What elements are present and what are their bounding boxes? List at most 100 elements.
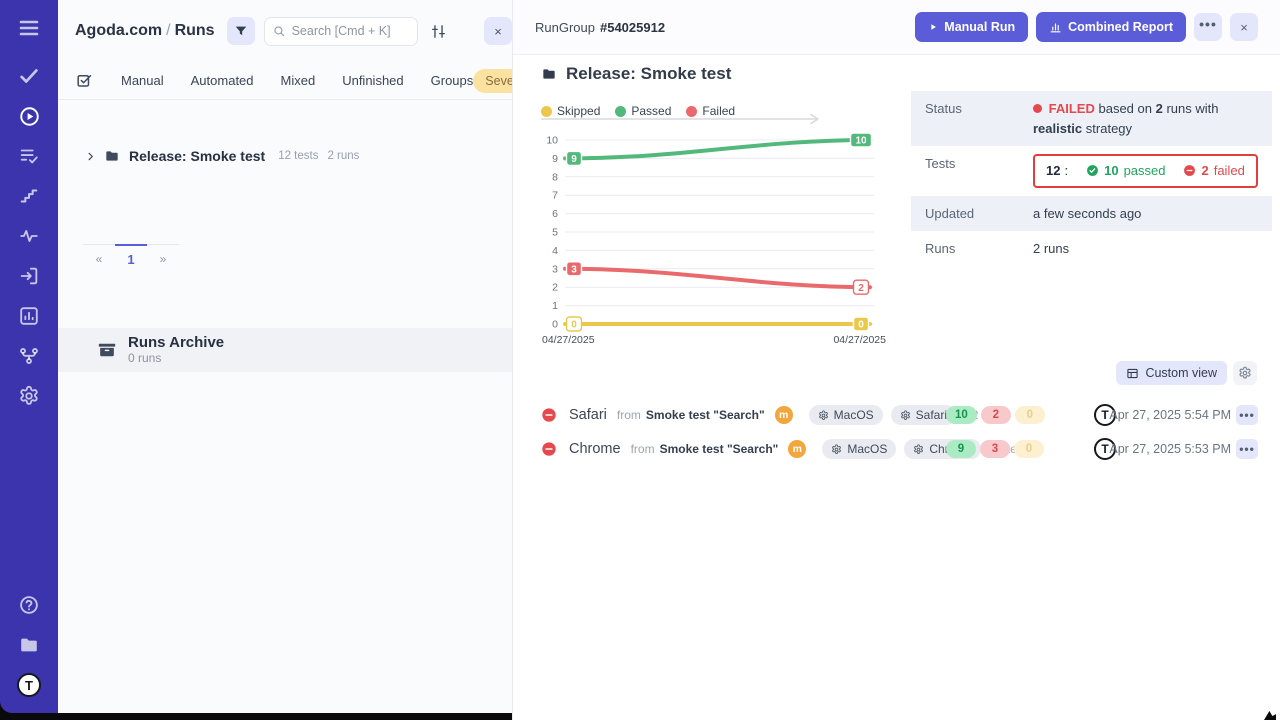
breadcrumb-project[interactable]: Agoda.com bbox=[75, 22, 163, 39]
legend-item-skipped[interactable]: Skipped bbox=[541, 104, 600, 118]
y-axis-tick: 1 bbox=[552, 300, 558, 312]
svg-text:3: 3 bbox=[571, 264, 577, 275]
archive-title: Runs Archive bbox=[128, 333, 225, 351]
point-value-label bbox=[852, 279, 870, 295]
check-circle-icon bbox=[1087, 165, 1099, 177]
run-env-pills: MacOS Safari bbox=[808, 405, 957, 425]
rungroup-title-row: Release: Smoke test bbox=[541, 63, 1258, 85]
info-row-status: Status FAILED based on 2 runs with reali… bbox=[911, 91, 1272, 146]
chart-plot: 0 1 2 3 4 5 6 7 8 9 10 0 0 9 10 3 2 04/27/2025 04/27/2025 bbox=[542, 132, 886, 346]
pagination-page-1[interactable]: 1 bbox=[115, 244, 147, 272]
svg-text:2: 2 bbox=[858, 283, 864, 294]
legend-item-passed[interactable]: Passed bbox=[615, 104, 671, 118]
breadcrumb: Agoda.com / Runs bbox=[75, 22, 215, 40]
list-settings-gear-icon[interactable] bbox=[1233, 361, 1257, 385]
runs-play-circle-icon[interactable] bbox=[17, 104, 41, 128]
funnel-icon bbox=[235, 26, 246, 36]
panel-close-button[interactable]: × bbox=[484, 17, 512, 45]
sliders-icon[interactable] bbox=[428, 20, 450, 42]
env-pill: MacOS bbox=[822, 439, 897, 459]
rungroup-header: RunGroup #54025912 Manual Run Combined R… bbox=[513, 0, 1280, 55]
failed-count-pill: 3 bbox=[980, 440, 1010, 458]
svg-text:9: 9 bbox=[571, 154, 577, 165]
more-options-button[interactable]: ••• bbox=[1194, 13, 1222, 41]
window-bottom-edge bbox=[0, 713, 512, 720]
y-axis-tick: 5 bbox=[552, 227, 558, 239]
tree-item-runs-count: 2 runs bbox=[327, 150, 360, 162]
tests-check-icon[interactable] bbox=[17, 64, 41, 88]
passed-count-pill: 9 bbox=[946, 440, 976, 458]
skipped-count-pill: 0 bbox=[1014, 440, 1044, 458]
y-axis-tick: 8 bbox=[552, 171, 558, 183]
pagination-prev[interactable]: « bbox=[83, 245, 115, 273]
y-axis-tick: 0 bbox=[552, 319, 558, 331]
tab-groups[interactable]: Groups bbox=[430, 73, 474, 88]
info-row-tests: Tests 12 : 10 passed bbox=[911, 146, 1272, 196]
y-axis-tick: 2 bbox=[552, 282, 558, 294]
runs-panel-header: Agoda.com/Runs × bbox=[58, 0, 512, 62]
svg-text:0: 0 bbox=[571, 320, 577, 331]
chart-legend: Skipped Passed Failed bbox=[541, 103, 887, 119]
list-check-icon[interactable] bbox=[17, 144, 41, 168]
tests-summary-highlight: 12 : 10 passed 2 failed bbox=[1033, 154, 1258, 188]
run-from-label: from bbox=[630, 442, 655, 456]
runs-filter-tabs: Manual Automated Mixed Unfinished Groups… bbox=[58, 62, 543, 100]
tab-unfinished[interactable]: Unfinished bbox=[342, 73, 404, 88]
rungroup-id: #54025912 bbox=[599, 19, 666, 35]
manual-run-button[interactable]: Manual Run bbox=[915, 12, 1029, 42]
search-icon bbox=[272, 24, 286, 38]
gear-icon[interactable] bbox=[17, 384, 41, 408]
select-all-icon[interactable] bbox=[75, 71, 94, 91]
custom-view-button[interactable]: Custom view bbox=[1116, 361, 1227, 385]
point-value-label bbox=[565, 261, 583, 277]
branch-icon[interactable] bbox=[17, 344, 41, 368]
pulse-icon[interactable] bbox=[17, 224, 41, 248]
search-input[interactable] bbox=[263, 16, 418, 46]
stairs-icon[interactable] bbox=[17, 184, 41, 208]
status-label: Status bbox=[925, 101, 962, 116]
failed-minus-circle-icon bbox=[541, 441, 557, 457]
point-value-label bbox=[849, 132, 873, 148]
run-row[interactable]: Chrome from Smoke test "Search" m MacOSC… bbox=[541, 432, 1258, 466]
point-value-label bbox=[565, 316, 583, 332]
report-chart-icon[interactable] bbox=[17, 304, 41, 328]
pagination-next[interactable]: » bbox=[147, 245, 179, 273]
y-axis-tick: 7 bbox=[552, 190, 558, 202]
tab-automated[interactable]: Automated bbox=[190, 73, 254, 88]
help-icon[interactable] bbox=[17, 593, 41, 617]
filter-button[interactable] bbox=[226, 17, 255, 45]
failed-dot-icon bbox=[1033, 104, 1042, 113]
minus-circle-icon bbox=[1184, 165, 1196, 177]
folder-icon[interactable] bbox=[17, 633, 41, 657]
y-axis-tick: 4 bbox=[552, 245, 558, 257]
run-more-button[interactable]: ••• bbox=[1236, 439, 1258, 459]
close-button[interactable]: × bbox=[1230, 13, 1258, 41]
run-group-tree-item[interactable]: Release: Smoke test 12 tests 2 runs bbox=[58, 146, 512, 166]
svg-text:10: 10 bbox=[855, 136, 867, 147]
tab-manual[interactable]: Manual bbox=[121, 73, 164, 88]
legend-item-failed[interactable]: Failed bbox=[686, 104, 735, 118]
rungroup-title: Release: Smoke test bbox=[566, 64, 732, 83]
runs-label: Runs bbox=[925, 241, 956, 256]
folder-icon bbox=[104, 148, 120, 164]
tab-mixed[interactable]: Mixed bbox=[280, 73, 316, 88]
rungroup-info-table: Status FAILED based on 2 runs with reali… bbox=[911, 91, 1272, 267]
breadcrumb-page: Runs bbox=[174, 22, 215, 39]
play-icon bbox=[931, 24, 937, 30]
run-row[interactable]: Safari from Smoke test "Search" m MacOS S… bbox=[541, 398, 1258, 432]
runs-panel: Agoda.com/Runs × Manual Automated Mixed … bbox=[58, 0, 543, 713]
run-source: Smoke test "Search" bbox=[645, 408, 765, 422]
tree-item-name[interactable]: Release: Smoke test bbox=[129, 148, 266, 164]
hamburger-menu-icon[interactable] bbox=[17, 16, 41, 40]
info-row-updated: Updated a few seconds ago bbox=[911, 195, 1272, 231]
runs-archive[interactable]: Runs Archive 0 runs bbox=[58, 328, 512, 372]
run-name[interactable]: Chrome bbox=[569, 441, 621, 457]
timeline-arrow bbox=[541, 113, 819, 125]
run-name[interactable]: Safari bbox=[569, 407, 607, 423]
sign-in-icon[interactable] bbox=[17, 264, 41, 288]
run-more-button[interactable]: ••• bbox=[1236, 405, 1258, 425]
workspace-avatar[interactable]: T bbox=[17, 673, 41, 697]
runs-trend-chart: Skipped Passed Failed 0 1 2 3 4 5 6 7 8 9 10 0 0 9 1 bbox=[541, 103, 887, 349]
chevron-right-icon[interactable] bbox=[85, 151, 96, 162]
combined-report-button[interactable]: Combined Report bbox=[1036, 12, 1186, 42]
